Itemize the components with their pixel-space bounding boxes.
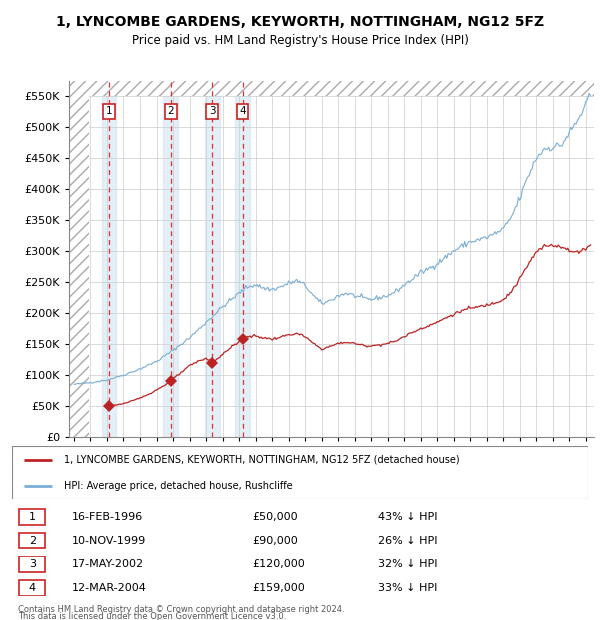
Text: 32% ↓ HPI: 32% ↓ HPI bbox=[378, 559, 437, 569]
Text: This data is licensed under the Open Government Licence v3.0.: This data is licensed under the Open Gov… bbox=[18, 612, 286, 620]
Text: 2: 2 bbox=[167, 107, 174, 117]
Text: 3: 3 bbox=[209, 107, 215, 117]
Text: 16-FEB-1996: 16-FEB-1996 bbox=[72, 512, 143, 522]
Text: 4: 4 bbox=[239, 107, 246, 117]
Bar bbox=[235, 81, 250, 437]
Text: 4: 4 bbox=[29, 583, 36, 593]
Text: 12-MAR-2004: 12-MAR-2004 bbox=[72, 583, 147, 593]
Bar bbox=[101, 81, 116, 437]
Text: 3: 3 bbox=[29, 559, 36, 569]
Bar bbox=[163, 81, 178, 437]
Text: 33% ↓ HPI: 33% ↓ HPI bbox=[378, 583, 437, 593]
Text: 26% ↓ HPI: 26% ↓ HPI bbox=[378, 536, 437, 546]
Text: £120,000: £120,000 bbox=[252, 559, 305, 569]
Text: 10-NOV-1999: 10-NOV-1999 bbox=[72, 536, 146, 546]
Text: 17-MAY-2002: 17-MAY-2002 bbox=[72, 559, 144, 569]
Text: 1, LYNCOMBE GARDENS, KEYWORTH, NOTTINGHAM, NG12 5FZ (detached house): 1, LYNCOMBE GARDENS, KEYWORTH, NOTTINGHA… bbox=[64, 454, 460, 464]
Text: £50,000: £50,000 bbox=[252, 512, 298, 522]
Text: 1, LYNCOMBE GARDENS, KEYWORTH, NOTTINGHAM, NG12 5FZ: 1, LYNCOMBE GARDENS, KEYWORTH, NOTTINGHA… bbox=[56, 15, 544, 29]
Text: Contains HM Land Registry data © Crown copyright and database right 2024.: Contains HM Land Registry data © Crown c… bbox=[18, 605, 344, 614]
Text: 43% ↓ HPI: 43% ↓ HPI bbox=[378, 512, 437, 522]
Text: 2: 2 bbox=[29, 536, 36, 546]
Text: £90,000: £90,000 bbox=[252, 536, 298, 546]
Text: 1: 1 bbox=[29, 512, 36, 522]
Bar bbox=[205, 81, 220, 437]
Text: Price paid vs. HM Land Registry's House Price Index (HPI): Price paid vs. HM Land Registry's House … bbox=[131, 34, 469, 46]
Text: £159,000: £159,000 bbox=[252, 583, 305, 593]
Text: 1: 1 bbox=[106, 107, 112, 117]
Text: HPI: Average price, detached house, Rushcliffe: HPI: Average price, detached house, Rush… bbox=[64, 481, 292, 491]
